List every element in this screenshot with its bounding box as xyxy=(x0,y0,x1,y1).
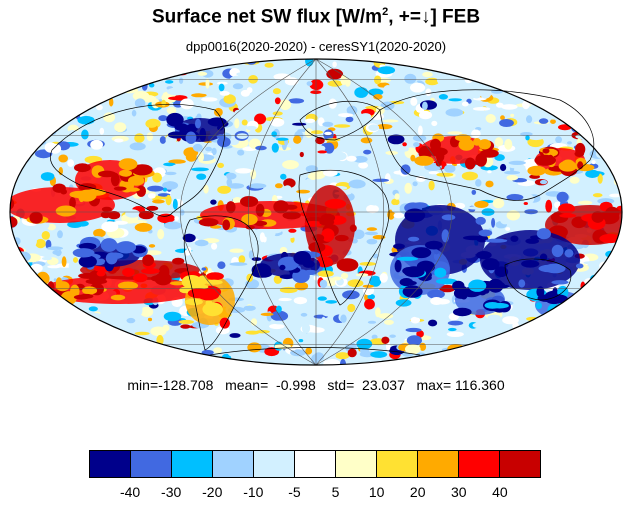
colorbar-tick-label: 30 xyxy=(451,484,467,500)
chart-title: Surface net SW flux [W/m2, +=↓] FEB xyxy=(0,6,632,28)
colorbar-tick-label: -20 xyxy=(202,484,223,500)
colorbar-tick-label: -5 xyxy=(288,484,301,500)
map-border xyxy=(9,58,623,366)
colorbar-swatch xyxy=(500,451,540,477)
colorbar-swatch xyxy=(254,451,295,477)
colorbar-tick-label: -10 xyxy=(243,484,264,500)
colorbar-swatch xyxy=(131,451,172,477)
colorbar-swatch xyxy=(336,451,377,477)
statistics-line: min=-128.708 mean= -0.998 std= 23.037 ma… xyxy=(127,377,505,393)
title-main: Surface net SW flux [W/m xyxy=(151,6,383,28)
coastlines xyxy=(50,89,594,356)
colorbar-swatch xyxy=(213,451,254,477)
colorbar-tick-label: 5 xyxy=(331,484,340,500)
colorbar-tick-label: 40 xyxy=(492,484,508,500)
colorbar-tick-label: -40 xyxy=(119,484,141,500)
colorbar xyxy=(89,450,541,478)
title-rest: , +=↓] FEB xyxy=(388,6,481,28)
colorbar-swatch xyxy=(418,451,459,477)
chart-subtitle: dpp0016(2020-2020) - ceresSY1(2020-2020) xyxy=(185,39,447,54)
graticule xyxy=(10,58,622,366)
title-superscript: 2 xyxy=(382,6,389,18)
colorbar-tick-label: 20 xyxy=(409,484,426,500)
colorbar-swatch xyxy=(459,451,500,477)
colorbar-swatch xyxy=(90,451,131,477)
colorbar-swatch xyxy=(377,451,418,477)
colorbar-tick-label: -30 xyxy=(161,484,182,500)
colorbar-swatch xyxy=(295,451,336,477)
colorbar-tick-label: 10 xyxy=(368,484,385,500)
world-map xyxy=(9,58,623,366)
anomaly-field xyxy=(10,59,622,365)
colorbar-swatch xyxy=(172,451,213,477)
